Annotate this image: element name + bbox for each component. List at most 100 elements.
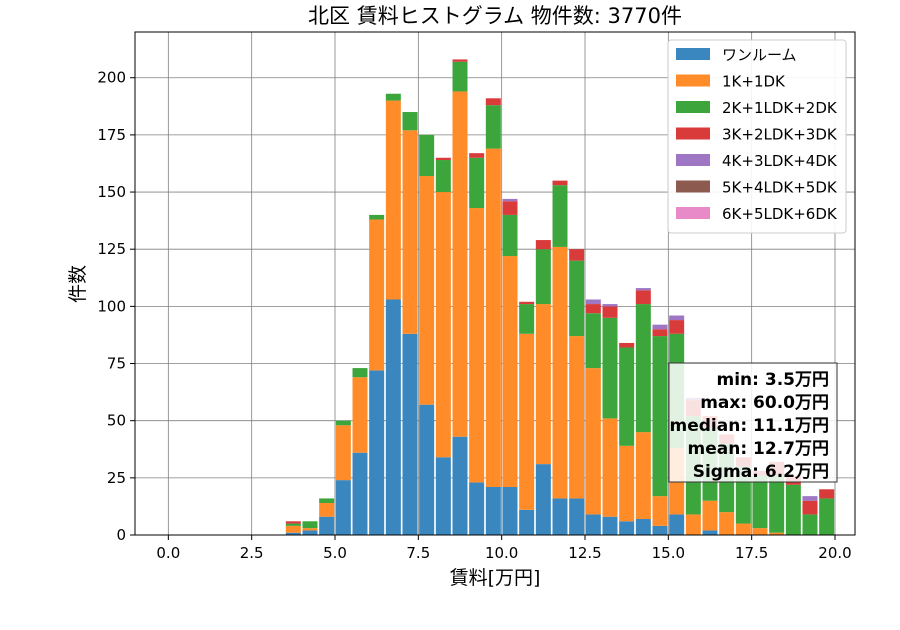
x-axis-ticks: 0.0 2.5 5.0 7.5 10.0 12.5 15.0 17.5 20.0 xyxy=(156,535,852,562)
bar-series2-bin17 xyxy=(569,260,585,337)
legend-swatch-0 xyxy=(676,48,710,60)
chart-title: 北区 賃料ヒストグラム 物件数: 3770件 xyxy=(308,4,682,28)
bar-series2-bin30 xyxy=(785,484,801,535)
y-tick-label: 150 xyxy=(97,183,126,201)
legend-swatch-1 xyxy=(676,74,710,87)
bar-series0-bin21 xyxy=(635,518,651,535)
bar-series3-bin20 xyxy=(619,342,635,348)
y-tick-label: 100 xyxy=(97,297,126,315)
bar-series2-bin3 xyxy=(335,420,351,426)
legend-label-3: 3K+2LDK+3DK xyxy=(722,126,838,144)
bar-series3-bin23 xyxy=(669,320,685,334)
bar-series1-bin28 xyxy=(752,528,768,535)
bar-series0-bin4 xyxy=(352,452,368,535)
bar-series3-bin14 xyxy=(519,301,535,305)
bar-series3-bin31 xyxy=(802,500,818,515)
bar-series2-bin2 xyxy=(319,498,335,503)
bar-series1-bin15 xyxy=(535,304,551,465)
bar-series0-bin0 xyxy=(285,532,301,535)
x-tick-label: 7.5 xyxy=(406,544,430,562)
bar-series0-bin2 xyxy=(319,516,335,535)
bar-series3-bin11 xyxy=(469,153,485,158)
y-tick-label: 200 xyxy=(97,69,126,87)
bar-series2-bin16 xyxy=(552,185,568,247)
plot-frame xyxy=(134,31,856,536)
bar-series4-bin18 xyxy=(585,299,601,305)
legend-frame xyxy=(667,39,847,234)
bar-series1-bin26 xyxy=(719,512,735,535)
bar-series0-bin8 xyxy=(419,404,435,535)
bar-series2-bin0 xyxy=(285,523,301,526)
bar-series1-bin13 xyxy=(502,256,518,487)
legend-swatch-5 xyxy=(676,180,710,193)
bar-series0-bin7 xyxy=(402,333,418,535)
bar-series2-bin1 xyxy=(302,521,318,529)
bar-series0-bin20 xyxy=(619,521,635,535)
stat-max: max: 60.0万円 xyxy=(700,393,829,413)
bar-series2-bin32 xyxy=(819,498,835,535)
stat-mean: mean: 12.7万円 xyxy=(688,439,829,459)
x-tick-label: 10.0 xyxy=(485,544,518,562)
bar-series3-bin10 xyxy=(452,59,468,62)
bar-series3-bin18 xyxy=(585,304,601,314)
bar-series3-bin15 xyxy=(535,240,551,250)
bar-series2-bin7 xyxy=(402,112,418,131)
bar-series1-bin17 xyxy=(569,336,585,499)
bar-series1-bin12 xyxy=(485,148,501,487)
bar-series2-bin19 xyxy=(602,317,618,419)
bar-series2-bin12 xyxy=(485,105,501,149)
legend-label-1: 1K+1DK xyxy=(722,73,786,91)
legend-label-4: 4K+3LDK+4DK xyxy=(722,152,838,170)
bar-series1-bin8 xyxy=(419,176,435,405)
x-tick-label: 15.0 xyxy=(652,544,685,562)
y-tick-label: 50 xyxy=(107,412,126,430)
bar-series2-bin20 xyxy=(619,347,635,446)
bar-series1-bin21 xyxy=(635,432,651,519)
bar-series0-bin13 xyxy=(502,486,518,535)
bar-series2-bin10 xyxy=(452,61,468,92)
bar-series2-bin31 xyxy=(802,514,818,535)
bar-series1-bin7 xyxy=(402,130,418,334)
y-tick-label: 25 xyxy=(107,469,126,487)
bar-series1-bin3 xyxy=(335,425,351,481)
bar-series3-bin13 xyxy=(502,201,518,215)
bar-series2-bin15 xyxy=(535,249,551,305)
x-tick-label: 17.5 xyxy=(735,544,768,562)
bar-series0-bin15 xyxy=(535,464,551,535)
bar-series4-bin31 xyxy=(802,496,818,501)
bar-series1-bin22 xyxy=(652,496,668,526)
bar-series1-bin24 xyxy=(685,514,701,535)
bar-series1-bin9 xyxy=(435,192,451,458)
bar-series0-bin14 xyxy=(519,509,535,535)
bar-series0-bin9 xyxy=(435,457,451,535)
stat-min: min: 3.5万円 xyxy=(717,370,829,390)
bar-series1-bin5 xyxy=(369,219,385,371)
y-tick-label: 125 xyxy=(97,240,126,258)
legend-label-5: 5K+4LDK+5DK xyxy=(722,179,838,197)
bar-series2-bin14 xyxy=(519,304,535,334)
y-axis-ticks: 0 25 50 75 100 125 150 175 200 xyxy=(97,69,135,544)
bar-series0-bin18 xyxy=(585,514,601,535)
bar-series0-bin22 xyxy=(652,525,668,535)
legend-label-2: 2K+1LDK+2DK xyxy=(722,99,838,117)
bar-series4-bin13 xyxy=(502,198,518,202)
y-tick-label: 175 xyxy=(97,126,126,144)
bar-series0-bin23 xyxy=(669,514,685,535)
bar-series3-bin22 xyxy=(652,329,668,337)
stats-box: min: 3.5万円 max: 60.0万円 median: 11.1万円 me… xyxy=(668,362,838,483)
bar-series2-bin6 xyxy=(385,93,401,101)
bar-series2-bin21 xyxy=(635,304,651,433)
bar-series0-bin1 xyxy=(302,530,318,535)
bar-series0-bin25 xyxy=(702,530,718,535)
bar-series1-bin0 xyxy=(285,525,301,533)
bar-series1-bin16 xyxy=(552,246,568,499)
bar-series1-bin2 xyxy=(319,502,335,517)
bar-series1-bin1 xyxy=(302,528,318,531)
y-axis-label: 件数 xyxy=(67,265,89,303)
x-axis-label: 賃料[万円] xyxy=(450,567,541,589)
bar-series2-bin5 xyxy=(369,214,385,220)
legend-label-0: ワンルーム xyxy=(722,46,797,64)
bar-series3-bin16 xyxy=(552,180,568,186)
bar-series0-bin11 xyxy=(469,482,485,535)
bar-series2-bin13 xyxy=(502,214,518,257)
